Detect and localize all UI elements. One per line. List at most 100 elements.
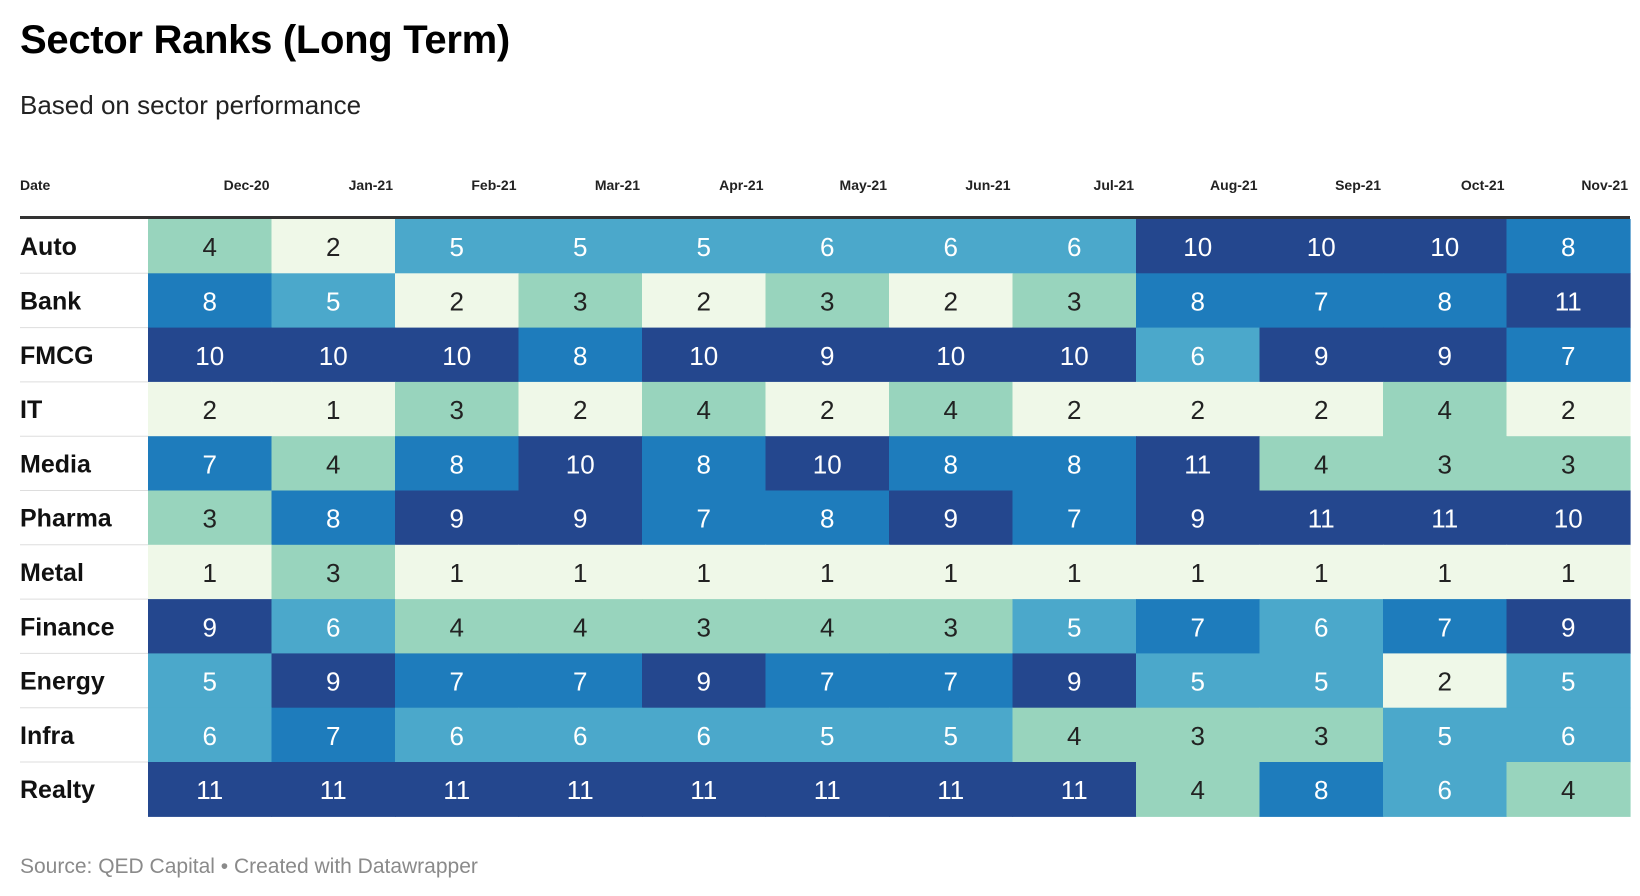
heatmap-cell-media-apr-21 bbox=[642, 436, 767, 492]
heatmap-cell-infra-feb-21 bbox=[395, 707, 520, 763]
heatmap-cell-energy-apr-21 bbox=[642, 653, 767, 709]
cell-value-it-nov-21: 2 bbox=[1561, 395, 1575, 425]
heatmap-cell-auto-jun-21 bbox=[889, 219, 1014, 274]
cell-value-energy-apr-21: 9 bbox=[697, 667, 711, 697]
cell-value-energy-jun-21: 7 bbox=[944, 667, 958, 697]
heatmap-cell-finance-jun-21 bbox=[889, 599, 1014, 654]
heatmap-cell-pharma-feb-21 bbox=[395, 490, 520, 546]
cell-value-infra-nov-21: 6 bbox=[1561, 721, 1575, 751]
heatmap-cell-media-jun-21 bbox=[889, 436, 1014, 492]
column-header-jul-21: Jul-21 bbox=[1094, 177, 1135, 193]
cell-value-auto-jun-21: 6 bbox=[944, 232, 958, 262]
cell-value-pharma-jun-21: 9 bbox=[944, 504, 958, 534]
cell-value-infra-feb-21: 6 bbox=[450, 721, 464, 751]
heatmap-cell-finance-aug-21 bbox=[1136, 599, 1261, 654]
heatmap-cell-it-jul-21 bbox=[1012, 381, 1137, 437]
heatmap-cell-auto-sep-21 bbox=[1259, 219, 1384, 274]
cell-value-media-may-21: 10 bbox=[813, 449, 842, 479]
row-label-pharma: Pharma bbox=[20, 505, 113, 533]
cell-value-it-jul-21: 2 bbox=[1067, 395, 1081, 425]
cell-value-infra-jan-21: 7 bbox=[326, 721, 340, 751]
heatmap-cell-bank-nov-21 bbox=[1506, 273, 1631, 329]
heatmap-cell-pharma-apr-21 bbox=[642, 490, 767, 546]
heatmap-cell-pharma-sep-21 bbox=[1259, 490, 1384, 546]
heatmap-cell-media-nov-21 bbox=[1506, 436, 1631, 492]
heatmap-cell-energy-nov-21 bbox=[1506, 653, 1631, 709]
heatmap-cell-fmcg-dec-20 bbox=[148, 327, 273, 383]
cell-value-finance-mar-21: 4 bbox=[573, 612, 587, 642]
cell-value-metal-sep-21: 1 bbox=[1314, 558, 1328, 588]
cell-value-metal-aug-21: 1 bbox=[1191, 558, 1205, 588]
heatmap-cell-bank-aug-21 bbox=[1136, 273, 1261, 329]
heatmap-cell-auto-jan-21 bbox=[271, 219, 396, 274]
cell-value-it-jan-21: 1 bbox=[326, 395, 340, 425]
heatmap-cell-pharma-jul-21 bbox=[1012, 490, 1137, 546]
cell-value-bank-mar-21: 3 bbox=[573, 286, 587, 316]
heatmap-cell-auto-nov-21 bbox=[1506, 219, 1631, 274]
cell-value-pharma-nov-21: 10 bbox=[1554, 504, 1583, 534]
cell-value-fmcg-jul-21: 10 bbox=[1060, 341, 1089, 371]
cell-value-bank-jun-21: 2 bbox=[944, 286, 958, 316]
cell-value-metal-jun-21: 1 bbox=[944, 558, 958, 588]
cell-value-auto-oct-21: 10 bbox=[1430, 232, 1459, 262]
cell-value-finance-may-21: 4 bbox=[820, 612, 834, 642]
cell-value-media-feb-21: 8 bbox=[450, 449, 464, 479]
cell-value-finance-jan-21: 6 bbox=[326, 612, 340, 642]
cell-value-realty-jun-21: 11 bbox=[937, 775, 964, 805]
cell-value-it-feb-21: 3 bbox=[450, 395, 464, 425]
cell-value-auto-nov-21: 8 bbox=[1561, 232, 1575, 262]
heatmap-cell-it-jan-21 bbox=[271, 381, 396, 437]
cell-value-realty-jul-21: 11 bbox=[1061, 775, 1088, 805]
heatmap-cell-metal-dec-20 bbox=[148, 544, 273, 600]
cell-value-it-aug-21: 2 bbox=[1191, 395, 1205, 425]
heatmap-cell-infra-jan-21 bbox=[271, 707, 396, 763]
row-header-label: Date bbox=[20, 177, 51, 193]
heatmap-cell-bank-mar-21 bbox=[518, 273, 643, 329]
heatmap-cell-realty-jan-21 bbox=[271, 762, 396, 817]
heatmap-cell-it-aug-21 bbox=[1136, 381, 1261, 437]
cell-value-metal-dec-20: 1 bbox=[203, 558, 217, 588]
cell-value-pharma-mar-21: 9 bbox=[573, 504, 587, 534]
cell-value-auto-jan-21: 2 bbox=[326, 232, 340, 262]
heatmap-cell-infra-may-21 bbox=[765, 707, 890, 763]
heatmap-cell-finance-mar-21 bbox=[518, 599, 643, 654]
heatmap-cell-it-may-21 bbox=[765, 381, 890, 437]
source-footer: Source: QED Capital • Created with Dataw… bbox=[20, 855, 478, 878]
chart-subtitle: Based on sector performance bbox=[20, 90, 362, 120]
cell-value-media-jun-21: 8 bbox=[944, 449, 958, 479]
cell-value-auto-feb-21: 5 bbox=[450, 232, 464, 262]
cell-value-finance-aug-21: 7 bbox=[1191, 612, 1205, 642]
heatmap-cell-metal-may-21 bbox=[765, 544, 890, 600]
column-header-mar-21: Mar-21 bbox=[595, 177, 640, 193]
cell-value-fmcg-mar-21: 8 bbox=[573, 341, 587, 371]
cell-value-fmcg-apr-21: 10 bbox=[689, 341, 718, 371]
cell-value-pharma-aug-21: 9 bbox=[1191, 504, 1205, 534]
cell-value-media-apr-21: 8 bbox=[697, 449, 711, 479]
heatmap-cell-metal-jan-21 bbox=[271, 544, 396, 600]
heatmap-cell-realty-sep-21 bbox=[1259, 762, 1384, 817]
cell-value-it-jun-21: 4 bbox=[944, 395, 958, 425]
cell-value-infra-oct-21: 5 bbox=[1438, 721, 1452, 751]
heatmap-cell-metal-apr-21 bbox=[642, 544, 767, 600]
cell-value-it-mar-21: 2 bbox=[573, 395, 587, 425]
heatmap-cell-bank-feb-21 bbox=[395, 273, 520, 329]
heatmap-cell-energy-sep-21 bbox=[1259, 653, 1384, 709]
cell-value-finance-sep-21: 6 bbox=[1314, 612, 1328, 642]
cell-value-energy-aug-21: 5 bbox=[1191, 667, 1205, 697]
heatmap-cell-pharma-aug-21 bbox=[1136, 490, 1261, 546]
heatmap-cell-it-nov-21 bbox=[1506, 381, 1631, 437]
cell-value-pharma-jul-21: 7 bbox=[1067, 504, 1081, 534]
cell-value-media-nov-21: 3 bbox=[1561, 449, 1575, 479]
cell-value-metal-apr-21: 1 bbox=[697, 558, 711, 588]
heatmap-cell-metal-feb-21 bbox=[395, 544, 520, 600]
cell-value-finance-jul-21: 5 bbox=[1067, 612, 1081, 642]
cell-value-bank-nov-21: 11 bbox=[1555, 286, 1582, 316]
cell-value-realty-nov-21: 4 bbox=[1561, 775, 1575, 805]
heatmap-cell-energy-dec-20 bbox=[148, 653, 273, 709]
cell-value-bank-oct-21: 8 bbox=[1438, 286, 1452, 316]
column-header-apr-21: Apr-21 bbox=[719, 177, 764, 193]
heatmap-cell-media-sep-21 bbox=[1259, 436, 1384, 492]
cell-value-energy-jan-21: 9 bbox=[326, 667, 340, 697]
cell-value-infra-jun-21: 5 bbox=[944, 721, 958, 751]
cell-value-fmcg-may-21: 9 bbox=[820, 341, 834, 371]
